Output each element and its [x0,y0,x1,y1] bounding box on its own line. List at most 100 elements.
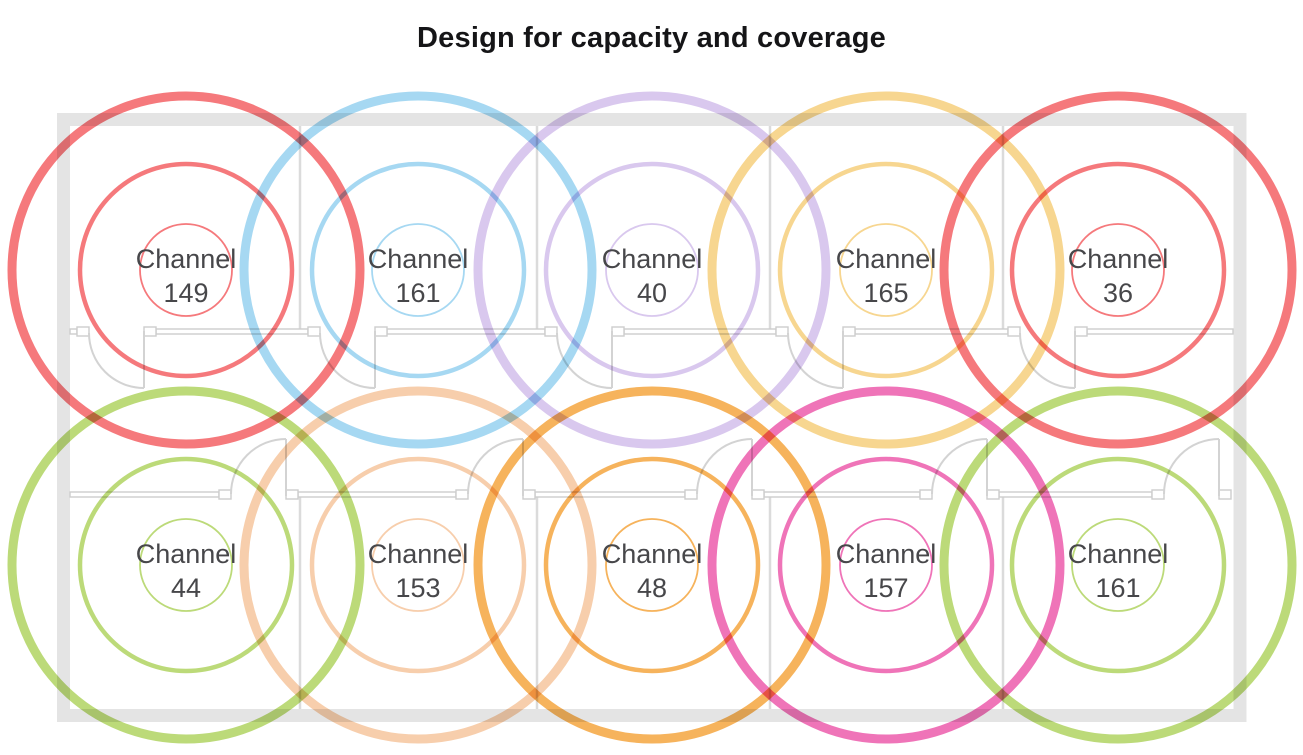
channel-number: 157 [863,573,908,603]
coverage-ring-inner [1071,223,1165,317]
ap-labels: Channel 149 Channel 161 Channel 40 Chann… [136,244,1169,603]
door-jamb [218,489,232,500]
doors-top-row [88,331,1076,389]
door-jamb [544,326,558,337]
coverage-ring-inner [1071,518,1165,612]
coverage-ring-mid [777,456,995,674]
channel-number: 153 [395,573,440,603]
coverage-ring-mid [309,456,527,674]
channel-word: Channel [602,244,703,274]
coverage-ring-mid [1009,456,1227,674]
door-jamb [775,326,789,337]
door-jamb [611,326,625,337]
ap-coverage-top-1 [7,91,365,449]
ap-label-bottom-3: Channel 48 [602,539,703,603]
ap-label-top-2: Channel 161 [368,244,469,308]
coverage-ring-mid [543,161,761,379]
wall-segment [998,491,1153,498]
door [1163,438,1220,496]
channel-word: Channel [1068,539,1169,569]
ap-label-top-4: Channel 165 [836,244,937,308]
wall-segment [623,328,777,335]
coverage-ring-outer [7,91,365,449]
door-jamb [1074,326,1088,337]
ap-coverage-top-3 [473,91,831,449]
floorplan [57,113,1247,722]
door-jamb [143,326,157,337]
door-swing-arc [556,332,613,389]
coverage-ring-outer [7,386,365,744]
door-jamb [751,489,765,500]
channel-word: Channel [136,244,237,274]
door-swing-arc [696,438,753,495]
wall-segment [854,328,1009,335]
wall-segment [69,328,78,335]
channel-word: Channel [602,539,703,569]
coverage-ring-outer [939,91,1297,449]
channel-word: Channel [368,244,469,274]
channel-word: Channel [836,244,937,274]
coverage-ring-outer [239,386,597,744]
door-jamb [307,326,321,337]
door [88,331,145,389]
corridor-wall-bottom [69,489,1232,500]
interior-walls-bottom [298,497,1005,709]
wall-segment [534,491,686,498]
coverage-ring-outer [707,386,1065,744]
coverage-ring-inner [371,223,465,317]
door-jamb [1151,489,1165,500]
channel-word: Channel [1068,244,1169,274]
channel-word: Channel [368,539,469,569]
coverage-ring-inner [139,518,233,612]
coverage-ring-mid [777,161,995,379]
coverage-circles [7,91,1297,744]
coverage-ring-outer [473,91,831,449]
channel-number: 44 [171,573,201,603]
ap-label-bottom-2: Channel 153 [368,539,469,603]
ap-coverage-bottom-2 [239,386,597,744]
ap-label-bottom-1: Channel 44 [136,539,237,603]
door-jamb [919,489,933,500]
page-title: Design for capacity and coverage [417,22,886,54]
building-outline [57,113,1247,722]
coverage-ring-inner [605,223,699,317]
channel-number: 36 [1103,278,1133,308]
door-jamb [1218,489,1232,500]
door-jamb [1007,326,1021,337]
channel-number: 161 [395,278,440,308]
corridor-wall-top [69,326,1234,337]
wall-segment [69,491,220,498]
coverage-ring-mid [77,161,295,379]
channel-number: 40 [637,278,667,308]
door-jamb [842,326,856,337]
door-jamb [76,326,90,337]
wall-segment [155,328,309,335]
coverage-ring-mid [543,456,761,674]
wall-segment [386,328,546,335]
interior-walls-top [298,126,1005,329]
door-swing-arc [787,332,844,389]
door-swing-arc [1019,332,1076,389]
door-swing-arc [467,438,524,495]
channel-word: Channel [136,539,237,569]
door-swing-arc [319,332,376,389]
ap-coverage-top-5 [939,91,1297,449]
coverage-ring-outer [939,386,1297,744]
ap-coverage-bottom-3 [473,386,831,744]
coverage-ring-inner [371,518,465,612]
coverage-ring-outer [473,386,831,744]
channel-number: 165 [863,278,908,308]
coverage-ring-inner [839,223,933,317]
coverage-ring-outer [707,91,1065,449]
door-jamb [986,489,1000,500]
ap-coverage-top-4 [707,91,1065,449]
ap-label-top-3: Channel 40 [602,244,703,308]
channel-number: 161 [1095,573,1140,603]
coverage-ring-mid [309,161,527,379]
ap-coverage-bottom-4 [707,386,1065,744]
wall-segment [763,491,921,498]
door-jamb [522,489,536,500]
coverage-ring-inner [605,518,699,612]
door-jamb [684,489,698,500]
coverage-ring-mid [77,456,295,674]
